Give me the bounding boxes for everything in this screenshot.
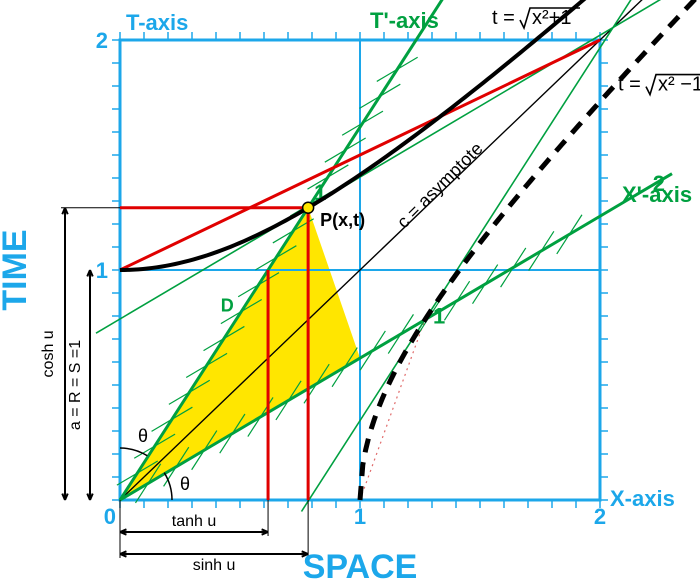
tick-x2: 2	[594, 504, 606, 529]
t-axis-label: T-axis	[126, 10, 188, 35]
xprime-tick-1: 1	[433, 304, 445, 329]
x-prime-gridline-1	[96, 0, 672, 333]
theta-arc-lower	[164, 473, 172, 500]
t-prime-gridline-1	[301, 0, 649, 512]
sinh-label: sinh u	[193, 557, 236, 574]
space-label: SPACE	[303, 548, 418, 583]
t-prime-label: T'-axis	[370, 8, 439, 33]
x-axis-label: X-axis	[610, 486, 675, 511]
a-r-s-label: a = R = S =1	[67, 340, 84, 430]
svg-text:x² −1: x² −1	[658, 74, 700, 96]
theta-label-upper: θ	[138, 426, 148, 446]
x-prime-axis	[120, 174, 672, 500]
theta-arc-upper	[120, 448, 147, 456]
hyper2-label: t =	[618, 74, 641, 96]
p-label: P(x,t)	[320, 210, 365, 230]
asymptote-label: c = asymptote	[393, 138, 487, 232]
x-prime-label: X'-axis	[622, 182, 692, 207]
tick-y1: 1	[96, 258, 108, 283]
tick-y2: 2	[96, 28, 108, 53]
svg-text:x²+1: x²+1	[532, 7, 571, 29]
tick-x1: 1	[354, 504, 366, 529]
tanh-label: tanh u	[172, 513, 216, 530]
point-p	[303, 202, 314, 213]
tick-0: 0	[104, 504, 116, 529]
time-label: TIME	[0, 229, 34, 310]
theta-label-lower: θ	[180, 474, 190, 494]
hyper1-label: t =	[492, 7, 515, 29]
spacetime-diagram: 01212112θθcosh ua = R = S =1tanh usinh u…	[0, 0, 700, 583]
cosh-label: cosh u	[40, 330, 57, 377]
d-label: D	[221, 295, 234, 315]
